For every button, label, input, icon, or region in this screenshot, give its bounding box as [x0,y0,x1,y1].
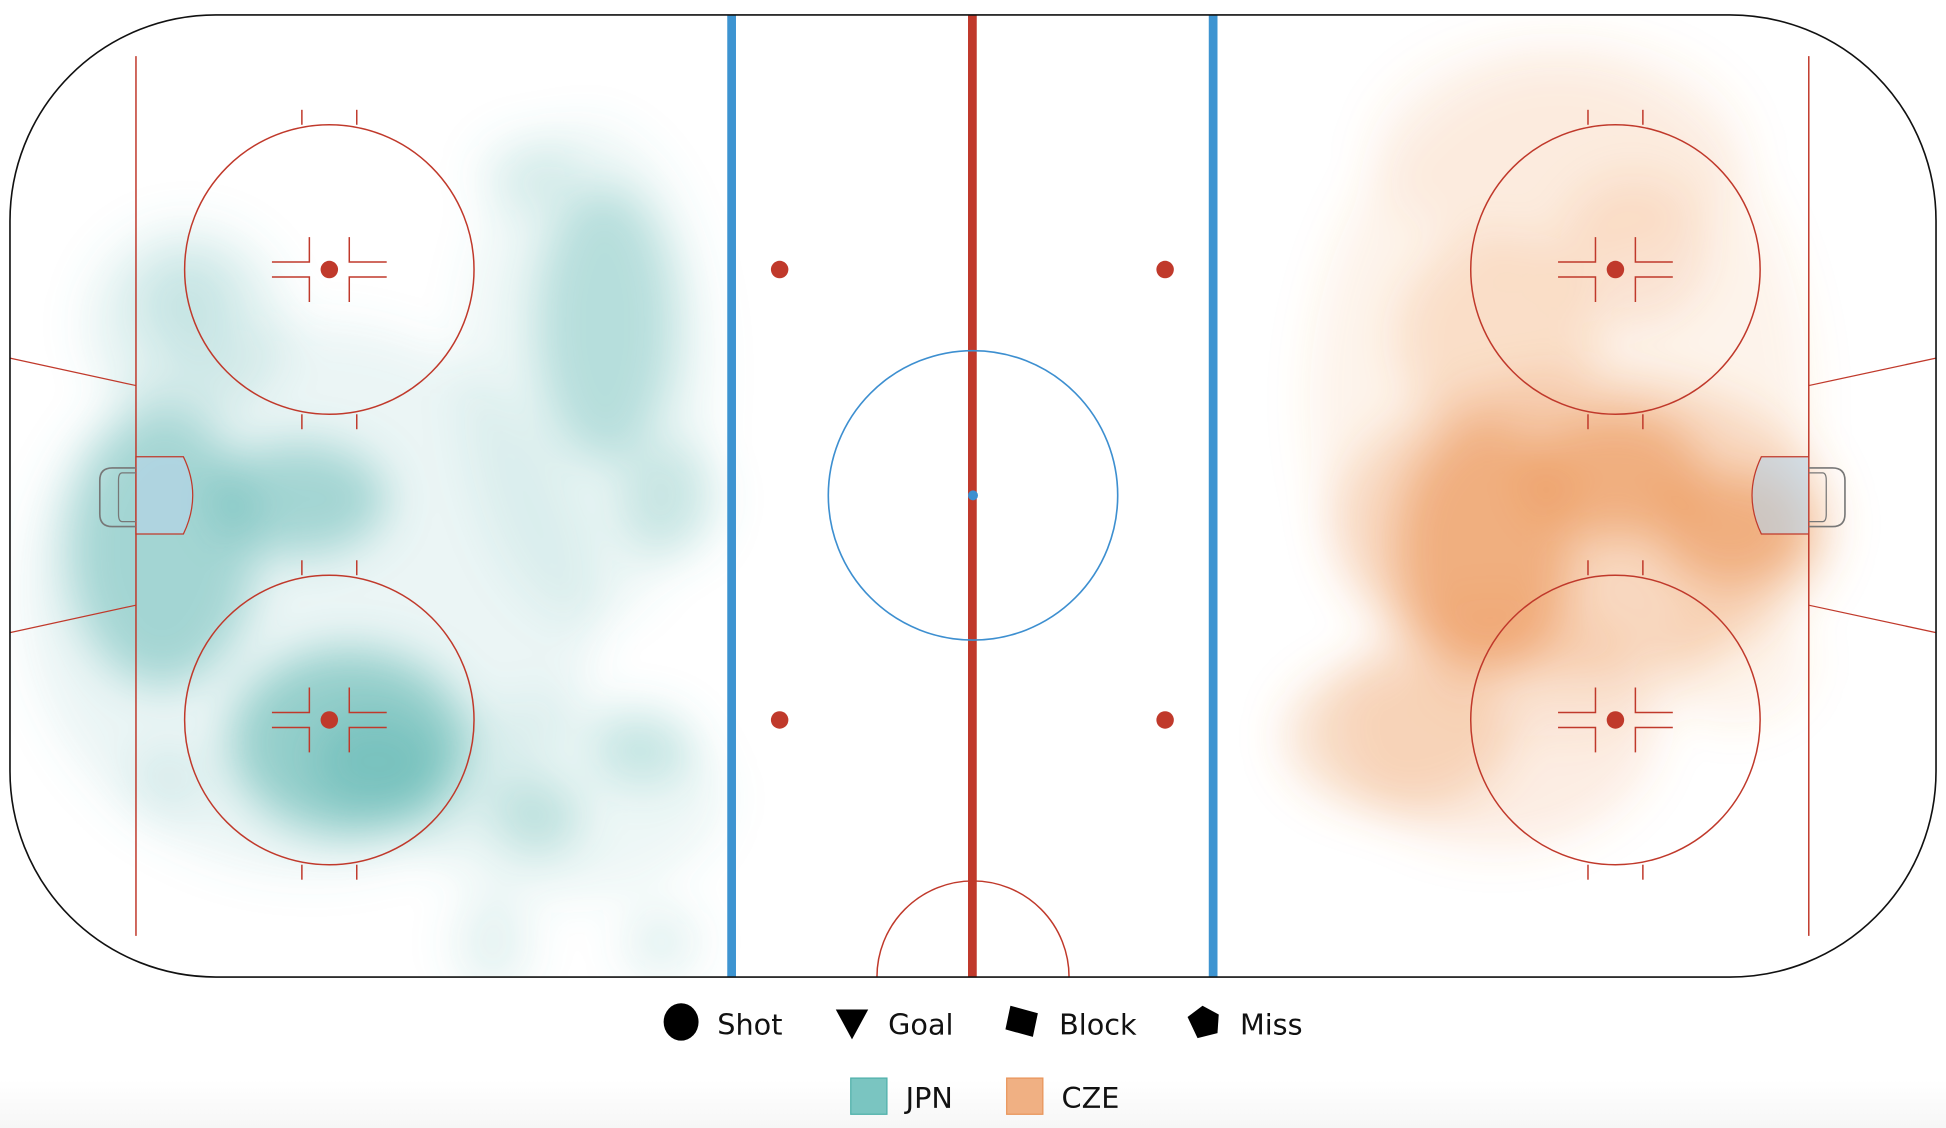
right-goal-net [1808,467,1846,528]
goal-triangle-icon [835,1009,869,1040]
left-goal-crease [135,456,194,535]
faceoff-circles [183,109,1761,881]
right-goal-crease [1751,456,1810,535]
legend-shot-label: Shot [717,1007,782,1041]
miss-pentagon-icon [1187,1005,1219,1039]
center-dot [968,490,978,501]
cze-swatch[interactable] [1006,1077,1044,1115]
boards [9,14,1937,978]
faceoff-dots [320,260,1625,729]
block-square-icon [1005,1005,1038,1037]
legend-cze-label[interactable]: CZE [1062,1081,1120,1115]
center-circle [827,349,1119,641]
left-goal-net [98,467,136,528]
referee-crease [876,880,1070,978]
legend-goal-label: Goal [888,1007,953,1041]
jpn-swatch[interactable] [850,1077,888,1115]
legend-jpn-label[interactable]: JPN [904,1081,953,1115]
team-legend: JPN CZE [850,1077,1120,1115]
shot-circle-icon [663,1003,699,1041]
rink [9,14,1937,978]
cze-heatmap [1284,37,1834,849]
legend-block-label: Block [1059,1007,1137,1041]
jpn-heatmap [24,124,724,978]
right-blue-line [1208,14,1218,978]
legend-miss-label: Miss [1240,1007,1303,1041]
left-blue-line [727,14,736,978]
shot-type-legend: Shot Goal Block Miss [663,1003,1303,1041]
